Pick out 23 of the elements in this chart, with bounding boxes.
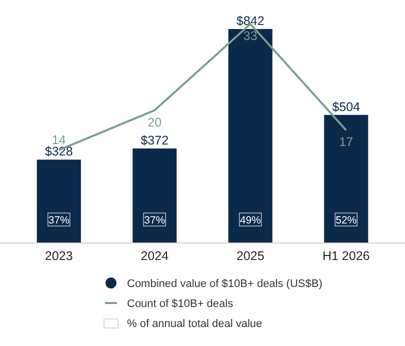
annotation: 37%: [48, 214, 70, 226]
legend-label: Count of $10B+ deals: [127, 298, 234, 310]
x-tick-label: 2023: [44, 249, 73, 263]
bar: [228, 29, 272, 243]
bar: [324, 114, 368, 243]
bar: [36, 160, 81, 243]
data-label: 17: [339, 135, 354, 150]
annotation: 49%: [240, 214, 261, 226]
data-label: 33: [243, 29, 258, 43]
annotation: 52%: [336, 214, 357, 226]
data-label: 20: [148, 115, 162, 130]
data-label: $842: [236, 14, 264, 28]
data-label: 14: [52, 133, 66, 148]
legend-label: Combined value of $10B+ deals (US$B): [127, 278, 322, 290]
data-label: $328: [44, 144, 73, 159]
x-tick-label: H1 2026: [322, 249, 370, 263]
legend-label: % of annual total deal value: [127, 318, 262, 330]
annotation: 37%: [144, 214, 166, 226]
data-label: $372: [140, 133, 169, 148]
x-tick-label: 2025: [236, 249, 264, 263]
bar: [132, 148, 177, 243]
data-label: $504: [332, 100, 360, 114]
x-tick-label: 2024: [140, 249, 169, 263]
